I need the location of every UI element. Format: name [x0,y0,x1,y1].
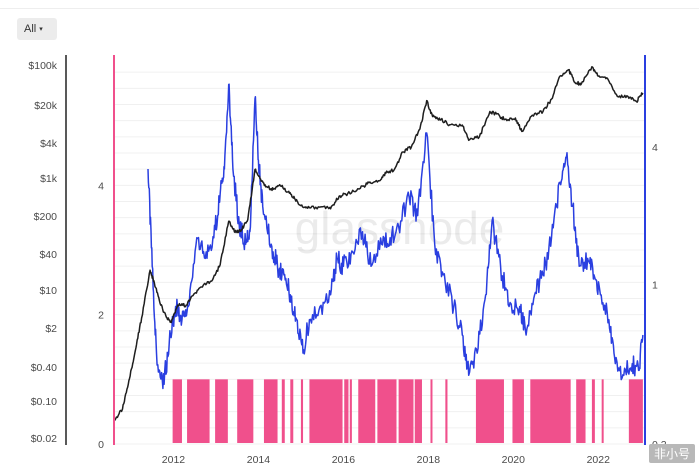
indicator-tick-label: 1 [652,279,658,291]
x-tick-label: 2022 [587,454,611,466]
signal-band [187,379,210,443]
signal-band [344,379,349,443]
signal-band [398,379,414,443]
signal-band [215,379,228,443]
signal-band [591,379,595,443]
x-tick-label: 2018 [417,454,441,466]
price-tick-label: $1k [40,173,58,185]
price-tick-label: $2 [45,323,57,335]
signal-band [475,379,504,443]
price-tick-label: $0.40 [31,362,57,374]
chart-axes [65,55,646,445]
signal-band [628,379,643,443]
price-series-line [113,66,644,422]
signal-tick-label: 4 [98,180,104,192]
signal-band [512,379,524,443]
price-tick-label: $40 [39,249,57,261]
price-tick-label: $4k [40,138,58,150]
corner-watermark: 非小号 [648,444,695,463]
signal-band [172,379,182,443]
price-tick-label: $200 [34,211,58,223]
tick-labels: $100k $20k $4k $1k $200 $40 $10 $2 $0.40 $0.10 $0.… [28,60,666,466]
chevron-down-icon: ▾ [39,26,43,33]
signal-band [290,379,294,443]
price-tick-label: $10 [39,285,57,297]
top-divider [0,8,699,9]
signal-band [349,379,352,443]
signal-band [300,379,304,443]
signal-band [281,379,285,443]
signal-band [263,379,278,443]
price-tick-label: $100k [28,60,57,72]
signal-band [445,379,448,443]
x-tick-label: 2020 [502,454,526,466]
signal-band [576,379,586,443]
indicator-tick-label: 4 [652,142,658,154]
signal-tick-label: 0 [98,439,104,451]
signal-bands [172,379,643,443]
x-tick-label: 2014 [247,454,271,466]
signal-band [237,379,254,443]
signal-tick-label: 2 [98,310,104,322]
price-tick-label: $20k [34,100,58,112]
price-tick-label: $0.10 [31,396,57,408]
signal-band [430,379,433,443]
signal-band [377,379,397,443]
range-select-label: All [24,23,37,35]
signal-band [414,379,422,443]
series-lines [113,66,644,422]
x-tick-label: 2012 [162,454,186,466]
signal-band [358,379,376,443]
indicator-series-line [147,83,644,390]
signal-band [309,379,343,443]
range-select-dropdown[interactable]: All ▾ [17,18,57,40]
signal-band [601,379,604,443]
signal-band [530,379,571,443]
x-tick-label: 2016 [332,454,356,466]
price-tick-label: $0.02 [31,433,57,445]
